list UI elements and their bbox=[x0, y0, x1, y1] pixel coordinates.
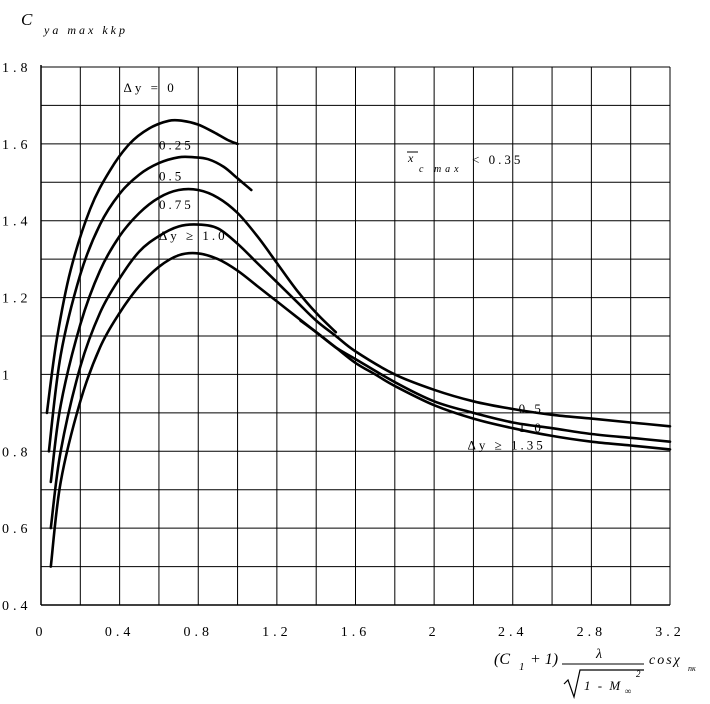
curve-label: 0.5 bbox=[519, 401, 544, 416]
y-tick-label: 0.6 bbox=[2, 522, 32, 537]
series-line bbox=[47, 155, 253, 453]
y-tick-label: 1.8 bbox=[2, 61, 32, 76]
x-tick-label: 2.4 bbox=[498, 625, 528, 640]
curve-label: Δy = 0 bbox=[124, 80, 177, 95]
y-axis-label-main: C bbox=[21, 10, 33, 29]
note-main: x bbox=[407, 151, 414, 165]
note: x c max < 0.35 bbox=[407, 151, 523, 175]
x-label-sqrt-sign bbox=[563, 669, 644, 700]
axes bbox=[40, 65, 670, 606]
series-line bbox=[49, 187, 338, 484]
y-tick-label: 1.6 bbox=[2, 138, 32, 153]
y-tick-label: 1 bbox=[2, 368, 13, 383]
x-tick-label: 2 bbox=[429, 625, 440, 640]
x-tick-label: 1.6 bbox=[341, 625, 371, 640]
x-label-suffix: cosχ bbox=[649, 653, 682, 668]
grid bbox=[40, 66, 671, 606]
curve-label: Δy ≥ 1.35 bbox=[468, 437, 546, 452]
y-tick-label: 1.4 bbox=[2, 215, 32, 230]
x-tick-label: 2.8 bbox=[577, 625, 607, 640]
series-line bbox=[45, 118, 239, 415]
note-rest: < 0.35 bbox=[472, 152, 523, 167]
x-tick-label: 0.8 bbox=[184, 625, 214, 640]
series-lines bbox=[45, 118, 672, 568]
x-label-prefix-sub: 1 bbox=[519, 661, 525, 673]
y-axis-label: C ya max kkp bbox=[21, 10, 128, 37]
x-tick-label: 3.2 bbox=[655, 625, 685, 640]
x-label-denominator-sup: 2 bbox=[636, 669, 641, 679]
x-label-suffix-sub: пк bbox=[688, 664, 696, 673]
curve-labels: Δy = 0 0.25 0.5 0.75 Δy ≥ 1.0 0.5 1.0 Δy ≥ 1.35 bbox=[124, 80, 546, 452]
y-tick-label: 0.4 bbox=[2, 599, 32, 614]
curve-label: 1.0 bbox=[519, 420, 544, 435]
y-tick-labels: 0.4 0.6 0.8 1 1.2 1.4 1.6 1.8 bbox=[2, 61, 32, 614]
x-tick-labels: 0 0.4 0.8 1.2 1.6 2 2.4 2.8 3.2 bbox=[36, 625, 685, 640]
curve-label: 0.5 bbox=[159, 168, 184, 183]
x-label-prefix: (C bbox=[494, 651, 510, 668]
y-tick-label: 1.2 bbox=[2, 292, 32, 307]
x-tick-label: 1.2 bbox=[262, 625, 292, 640]
curve-label: 0.25 bbox=[159, 138, 194, 153]
series-line bbox=[299, 319, 672, 451]
y-axis-label-subscript: ya max kkp bbox=[43, 23, 128, 37]
x-tick-label: 0 bbox=[36, 625, 47, 640]
x-axis-label: (C 1 + 1) λ 1 - M ∞ 2 cosχ пк bbox=[494, 647, 696, 700]
series-line bbox=[49, 223, 672, 530]
x-label-denominator-sub: ∞ bbox=[625, 686, 631, 696]
x-label-prefix-rest: + 1) bbox=[530, 651, 558, 668]
series-line bbox=[49, 251, 672, 568]
x-label-denominator: 1 - M bbox=[584, 678, 622, 693]
curve-label: Δy ≥ 1.0 bbox=[159, 228, 228, 243]
note-subscript: c max bbox=[419, 164, 463, 175]
curve-label: 0.75 bbox=[159, 197, 194, 212]
x-tick-label: 0.4 bbox=[105, 625, 135, 640]
x-label-numerator: λ bbox=[595, 647, 602, 662]
y-tick-label: 0.8 bbox=[2, 445, 32, 460]
